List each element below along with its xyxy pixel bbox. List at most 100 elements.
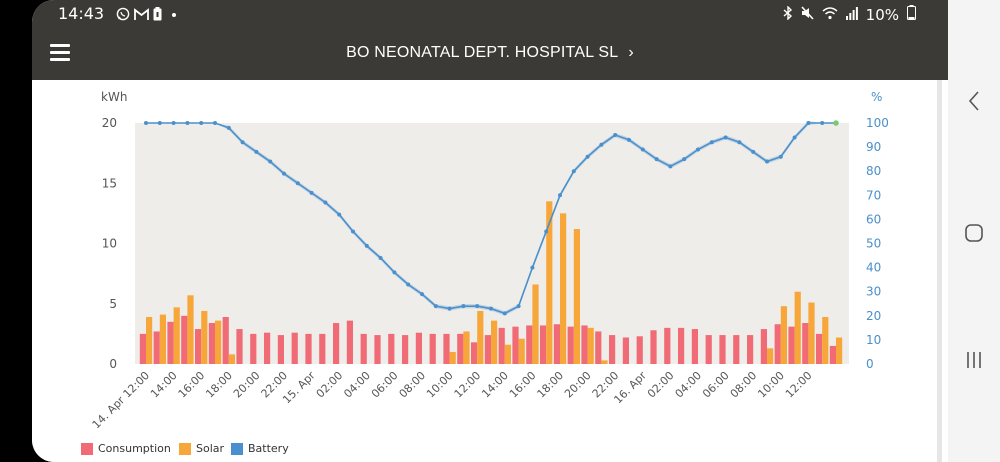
x-tick-label: 08:00 <box>728 369 760 401</box>
status-bar: 14:43 <box>32 0 948 30</box>
battery-point <box>516 304 521 309</box>
solar-bar <box>228 354 235 364</box>
battery-point <box>820 121 825 125</box>
battery-point <box>792 135 797 140</box>
battery-point <box>282 171 286 176</box>
legend-consumption-label: Consumption <box>98 442 171 455</box>
consumption-bar <box>622 337 629 364</box>
legend-battery[interactable]: Battery <box>231 442 289 455</box>
right-tick-label: 80 <box>866 164 881 178</box>
battery-point <box>295 181 300 186</box>
consumption-bar <box>526 325 533 364</box>
gmail-icon <box>134 6 149 25</box>
consumption-bar <box>802 323 809 364</box>
right-tick-label: 60 <box>866 212 881 226</box>
consumption-bar <box>595 331 602 364</box>
status-left-icons <box>116 6 180 25</box>
legend-consumption[interactable]: Consumption <box>81 442 171 455</box>
battery-point <box>213 121 217 125</box>
x-tick-label: 06:00 <box>369 369 401 401</box>
x-tick-label: 20:00 <box>562 369 594 401</box>
solar-bar <box>836 337 843 364</box>
legend-solar[interactable]: Solar <box>179 442 224 455</box>
battery-point <box>696 147 700 152</box>
home-square-icon <box>965 224 983 242</box>
app-bar: BO NEONATAL DEPT. HOSPITAL SL › <box>32 30 948 80</box>
battery-point <box>268 159 273 164</box>
battery-point <box>392 270 397 275</box>
battery-point <box>226 125 231 130</box>
x-tick-label: 12:00 <box>783 369 815 401</box>
chart-area: kWh % 0 5 10 15 20 0 10 20 30 40 50 60 70 80 90 100 14… <box>32 80 948 462</box>
battery-point <box>309 190 314 195</box>
battery-point <box>185 121 190 125</box>
battery-point <box>475 304 480 309</box>
battery-point <box>709 140 714 145</box>
battery-point <box>723 135 728 140</box>
solar-bar <box>449 351 456 364</box>
right-tick-label: 10 <box>866 333 881 347</box>
status-right-icons: 10% <box>783 4 916 24</box>
solar-bar <box>560 213 567 364</box>
battery-point <box>682 157 687 162</box>
legend-consumption-swatch <box>81 442 93 455</box>
x-tick-label: 18:00 <box>535 369 567 401</box>
consumption-bar <box>567 326 574 364</box>
consumption-bar <box>277 335 284 364</box>
legend-solar-swatch <box>179 442 191 455</box>
battery-point <box>364 243 369 248</box>
bluetooth-icon <box>783 4 793 24</box>
battery-saver-icon <box>153 6 162 25</box>
consumption-bar <box>457 333 464 364</box>
site-title[interactable]: BO NEONATAL DEPT. HOSPITAL SL › <box>32 44 948 62</box>
solar-bar <box>546 201 553 364</box>
battery-point <box>502 311 507 316</box>
back-chevron-icon <box>968 91 979 111</box>
legend-solar-label: Solar <box>196 442 225 455</box>
consumption-bar <box>291 332 298 364</box>
right-tick-label: 100 <box>866 116 889 130</box>
battery-icon <box>907 5 916 24</box>
consumption-bar <box>264 332 271 364</box>
battery-point <box>627 137 631 142</box>
nav-back-button[interactable] <box>948 90 1000 112</box>
consumption-bar <box>733 335 740 364</box>
consumption-bar <box>139 333 146 364</box>
x-tick-label: 02:00 <box>314 369 346 401</box>
battery-point <box>668 164 673 169</box>
consumption-bar <box>388 333 395 364</box>
consumption-bar <box>319 333 326 364</box>
solar-bar <box>201 310 208 364</box>
hamburger-menu-icon[interactable] <box>50 44 70 62</box>
consumption-bar <box>415 332 422 364</box>
consumption-bar <box>484 335 491 364</box>
legend-battery-swatch <box>231 442 243 455</box>
dot-icon <box>166 6 180 25</box>
site-title-text: BO NEONATAL DEPT. HOSPITAL SL <box>346 44 618 61</box>
left-tick-label: 5 <box>109 297 117 311</box>
battery-point <box>558 193 562 198</box>
x-tick-label: 20:00 <box>231 369 263 401</box>
battery-series <box>144 120 839 316</box>
solar-bar <box>573 229 580 364</box>
nav-home-button[interactable] <box>948 222 1000 244</box>
scrollbar[interactable] <box>937 80 942 462</box>
consumption-bar <box>719 335 726 364</box>
battery-point <box>420 292 424 297</box>
mute-icon <box>801 5 814 24</box>
consumption-bar <box>788 326 795 364</box>
consumption-bar <box>429 333 436 364</box>
consumption-bar <box>222 317 229 364</box>
consumption-bar <box>167 321 174 364</box>
battery-point <box>461 304 466 309</box>
solar-bar <box>159 314 166 364</box>
consumption-bar <box>747 335 754 364</box>
consumption-bar <box>333 323 340 364</box>
nav-recents-button[interactable] <box>948 350 1000 370</box>
consumption-bar <box>609 335 616 364</box>
consumption-bar <box>471 342 478 364</box>
consumption-bar <box>760 329 767 364</box>
consumption-bar <box>650 330 657 364</box>
x-tick-label: 14:00 <box>148 369 180 401</box>
consumption-bar <box>374 335 381 364</box>
